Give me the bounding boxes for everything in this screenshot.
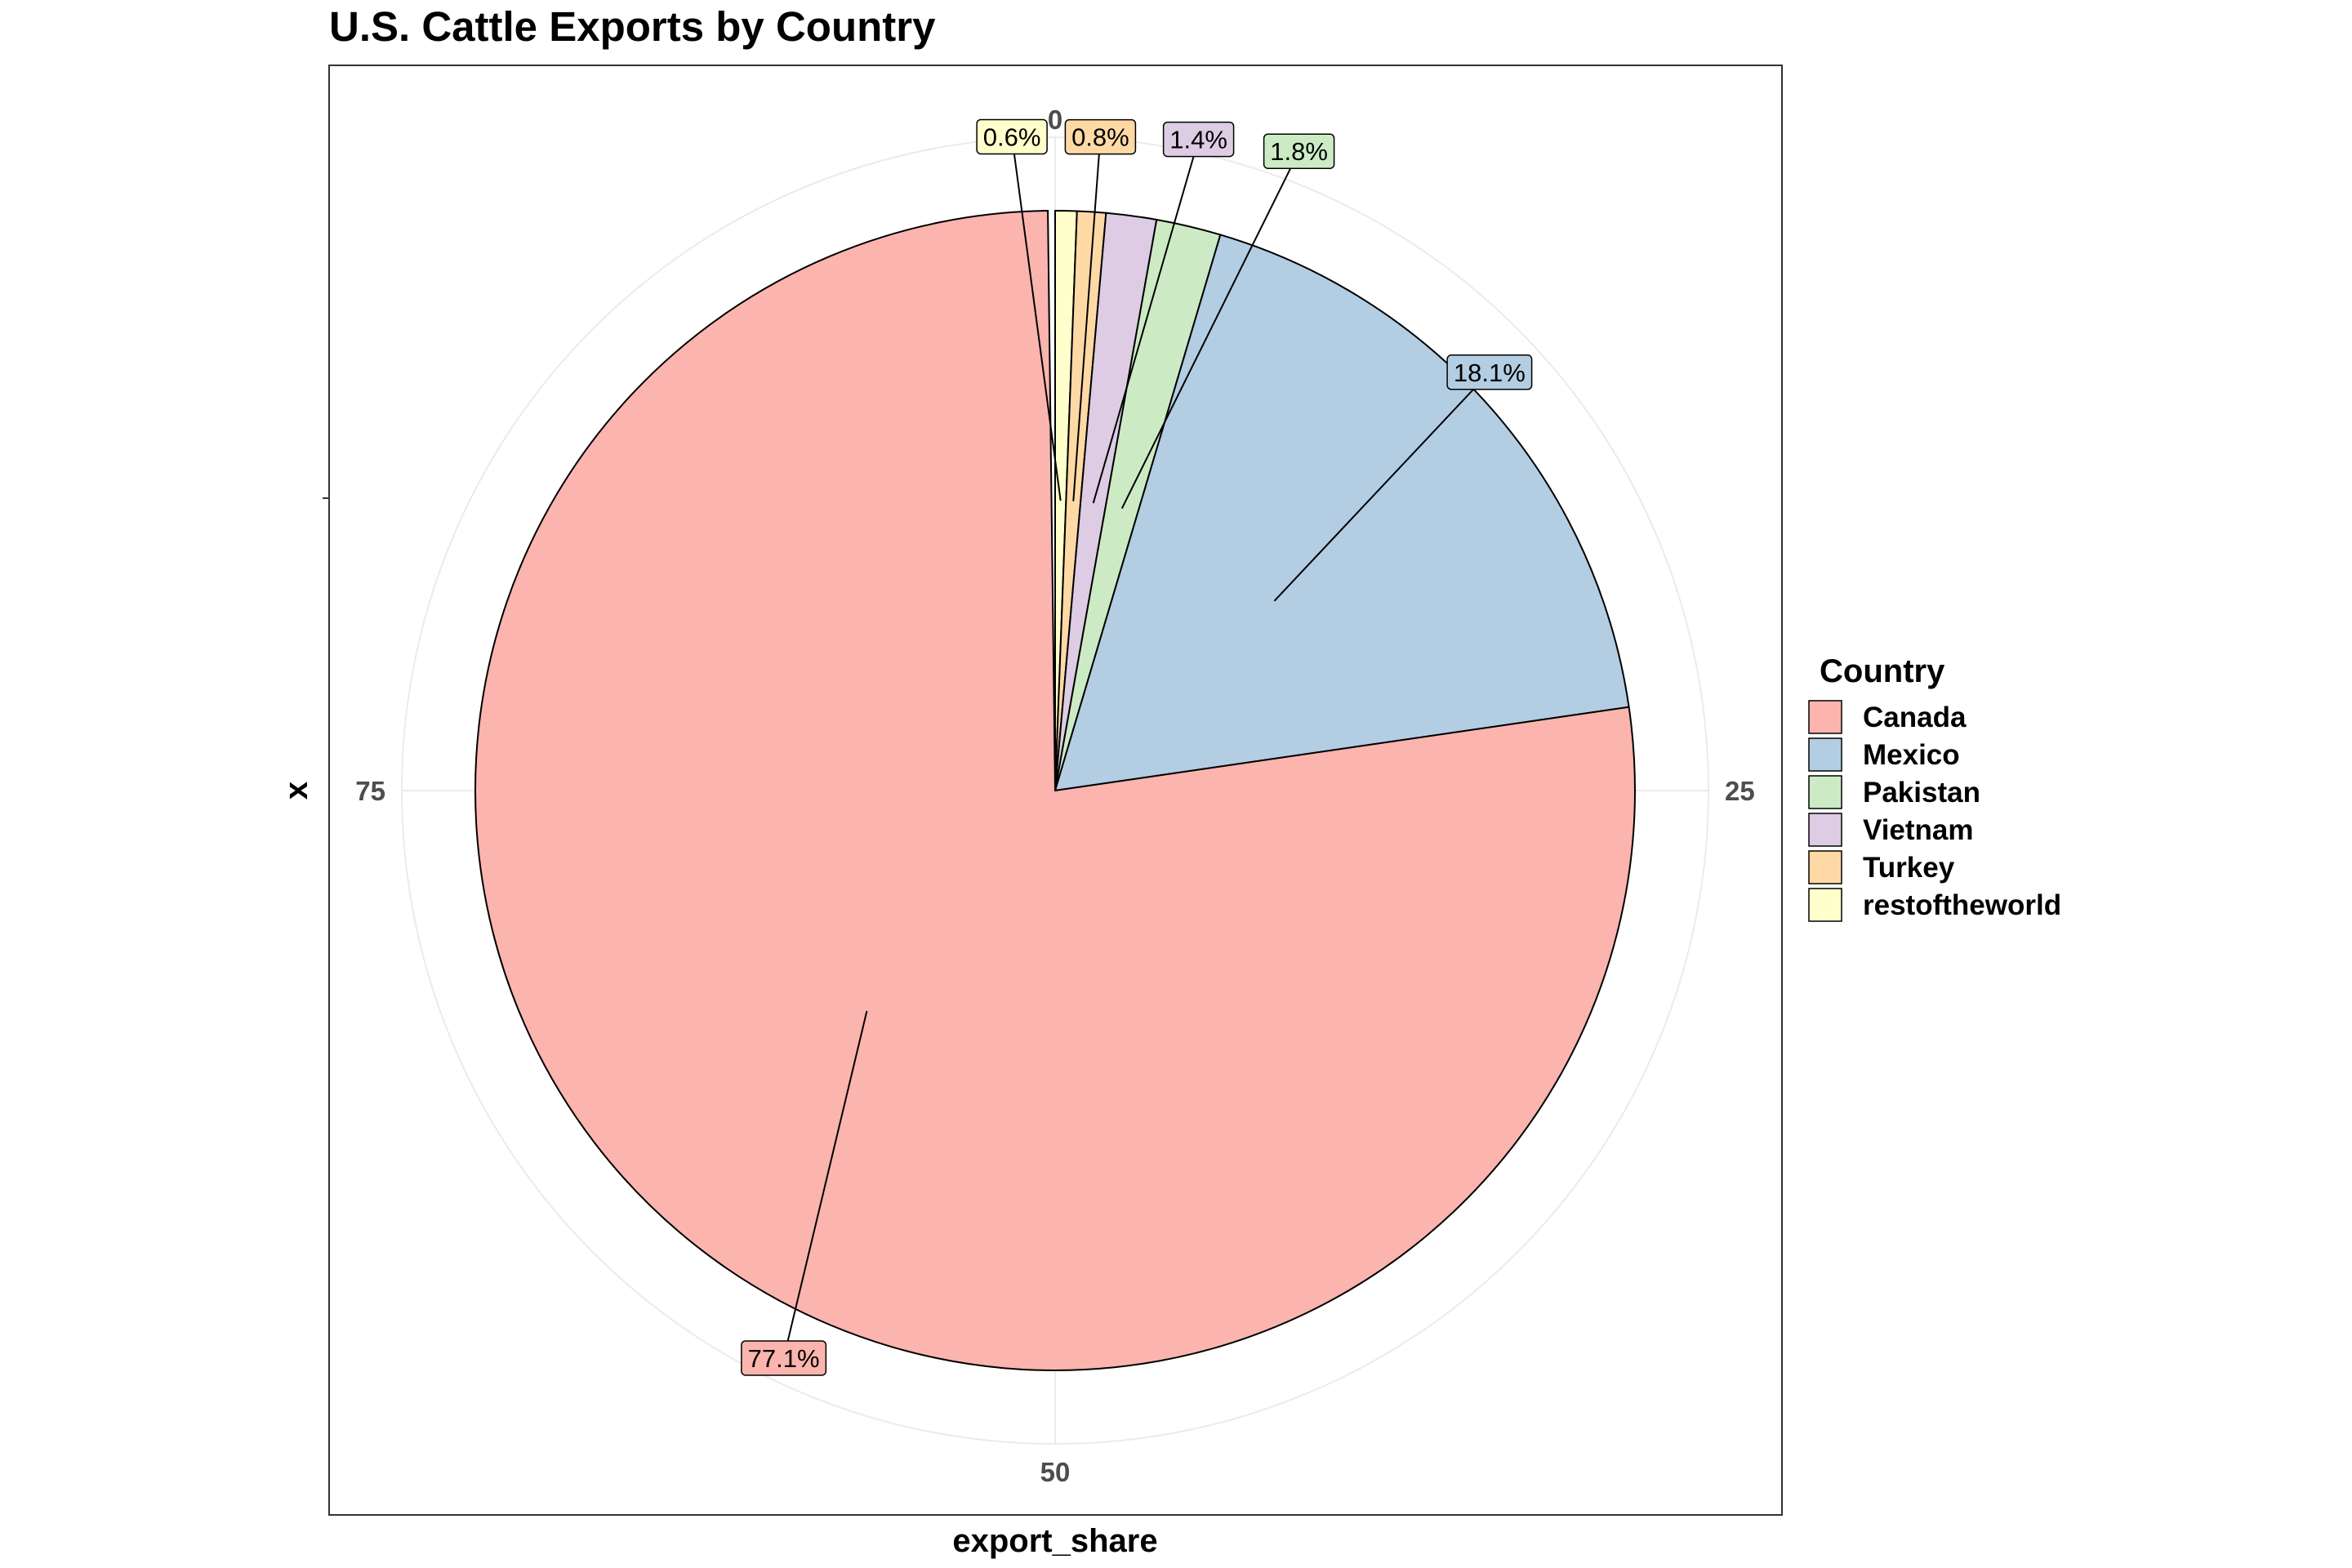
data-label-box-pakistan: [1263, 133, 1335, 169]
data-label-text-turkey: 0.8%: [1071, 123, 1129, 152]
pie-slice-canada: [474, 210, 1636, 1371]
legend-item-canada: Canada: [1808, 700, 1967, 734]
data-label-box-vietnam: [1162, 121, 1235, 158]
data-label-canada: 77.1%: [741, 1340, 827, 1376]
panel-border: [328, 65, 1783, 1516]
data-label-mexico: 18.1%: [1446, 354, 1533, 390]
legend-label-vietnam: Vietnam: [1863, 814, 1974, 846]
legend-label-turkey: Turkey: [1863, 852, 1955, 884]
legend-key-turkey: [1808, 850, 1842, 884]
data-label-text-mexico: 18.1%: [1454, 359, 1526, 387]
data-label-pakistan: 1.8%: [1263, 133, 1335, 169]
data-label-box-restoftheworld: [976, 118, 1048, 155]
label-layer: 0.6% 0.8% 1.4% 1.8% 18.1% 77.1%: [741, 118, 1533, 1376]
theta-tick-label-75: 75: [355, 776, 385, 806]
data-label-restoftheworld: 0.6%: [976, 118, 1048, 155]
data-label-box-turkey: [1064, 118, 1137, 155]
x-axis-title: export_share: [952, 1523, 1157, 1559]
slice-layer: [474, 209, 1636, 1371]
tick-layer: 0 25 50 75: [355, 105, 1754, 1487]
data-label-turkey: 0.8%: [1064, 118, 1137, 155]
data-label-text-restoftheworld: 0.6%: [983, 122, 1041, 151]
legend-label-canada: Canada: [1863, 702, 1967, 733]
legend: Country Canada Mexico Pakistan Vietnam Turke…: [1808, 653, 2061, 922]
legend-key-vietnam: [1808, 813, 1842, 847]
legend-label-mexico: Mexico: [1863, 739, 1960, 771]
leader-line-mexico: [1273, 372, 1490, 602]
leader-line-turkey: [1072, 136, 1102, 501]
legend-item-vietnam: Vietnam: [1808, 813, 1974, 847]
leader-line-vietnam: [1092, 139, 1200, 504]
legend-key-mexico: [1808, 737, 1842, 772]
leader-line-canada: [782, 1010, 868, 1359]
legend-title: Country: [1820, 653, 1945, 689]
legend-key-canada: [1808, 700, 1842, 734]
data-label-vietnam: 1.4%: [1162, 121, 1235, 158]
data-label-text-canada: 77.1%: [748, 1344, 820, 1373]
theta-tick-label-0: 0: [1048, 105, 1062, 135]
legend-item-turkey: Turkey: [1808, 850, 1955, 884]
data-label-text-pakistan: 1.8%: [1270, 137, 1328, 166]
leader-line-restoftheworld: [1011, 136, 1062, 501]
leader-line-pakistan: [1120, 150, 1300, 509]
legend-items: Canada Mexico Pakistan Vietnam Turkey restoft…: [1808, 700, 2061, 922]
legend-key-restoftheworld: [1808, 888, 1842, 922]
chart-title: U.S. Cattle Exports by Country: [329, 3, 936, 50]
legend-item-restoftheworld: restoftheworld: [1808, 888, 2061, 922]
y-axis-title: x: [278, 782, 314, 800]
theta-tick-label-50: 50: [1040, 1457, 1071, 1487]
legend-item-pakistan: Pakistan: [1808, 775, 1980, 809]
data-label-box-mexico: [1446, 354, 1533, 390]
data-label-text-vietnam: 1.4%: [1169, 126, 1227, 154]
leader-layer: [782, 136, 1490, 1359]
data-label-box-canada: [741, 1340, 827, 1376]
pie-slice-mexico: [1054, 234, 1630, 792]
legend-label-pakistan: Pakistan: [1863, 777, 1980, 808]
legend-item-mexico: Mexico: [1808, 737, 1960, 772]
theta-tick-label-25: 25: [1725, 776, 1755, 806]
legend-key-pakistan: [1808, 775, 1842, 809]
legend-label-restoftheworld: restoftheworld: [1863, 889, 2061, 921]
